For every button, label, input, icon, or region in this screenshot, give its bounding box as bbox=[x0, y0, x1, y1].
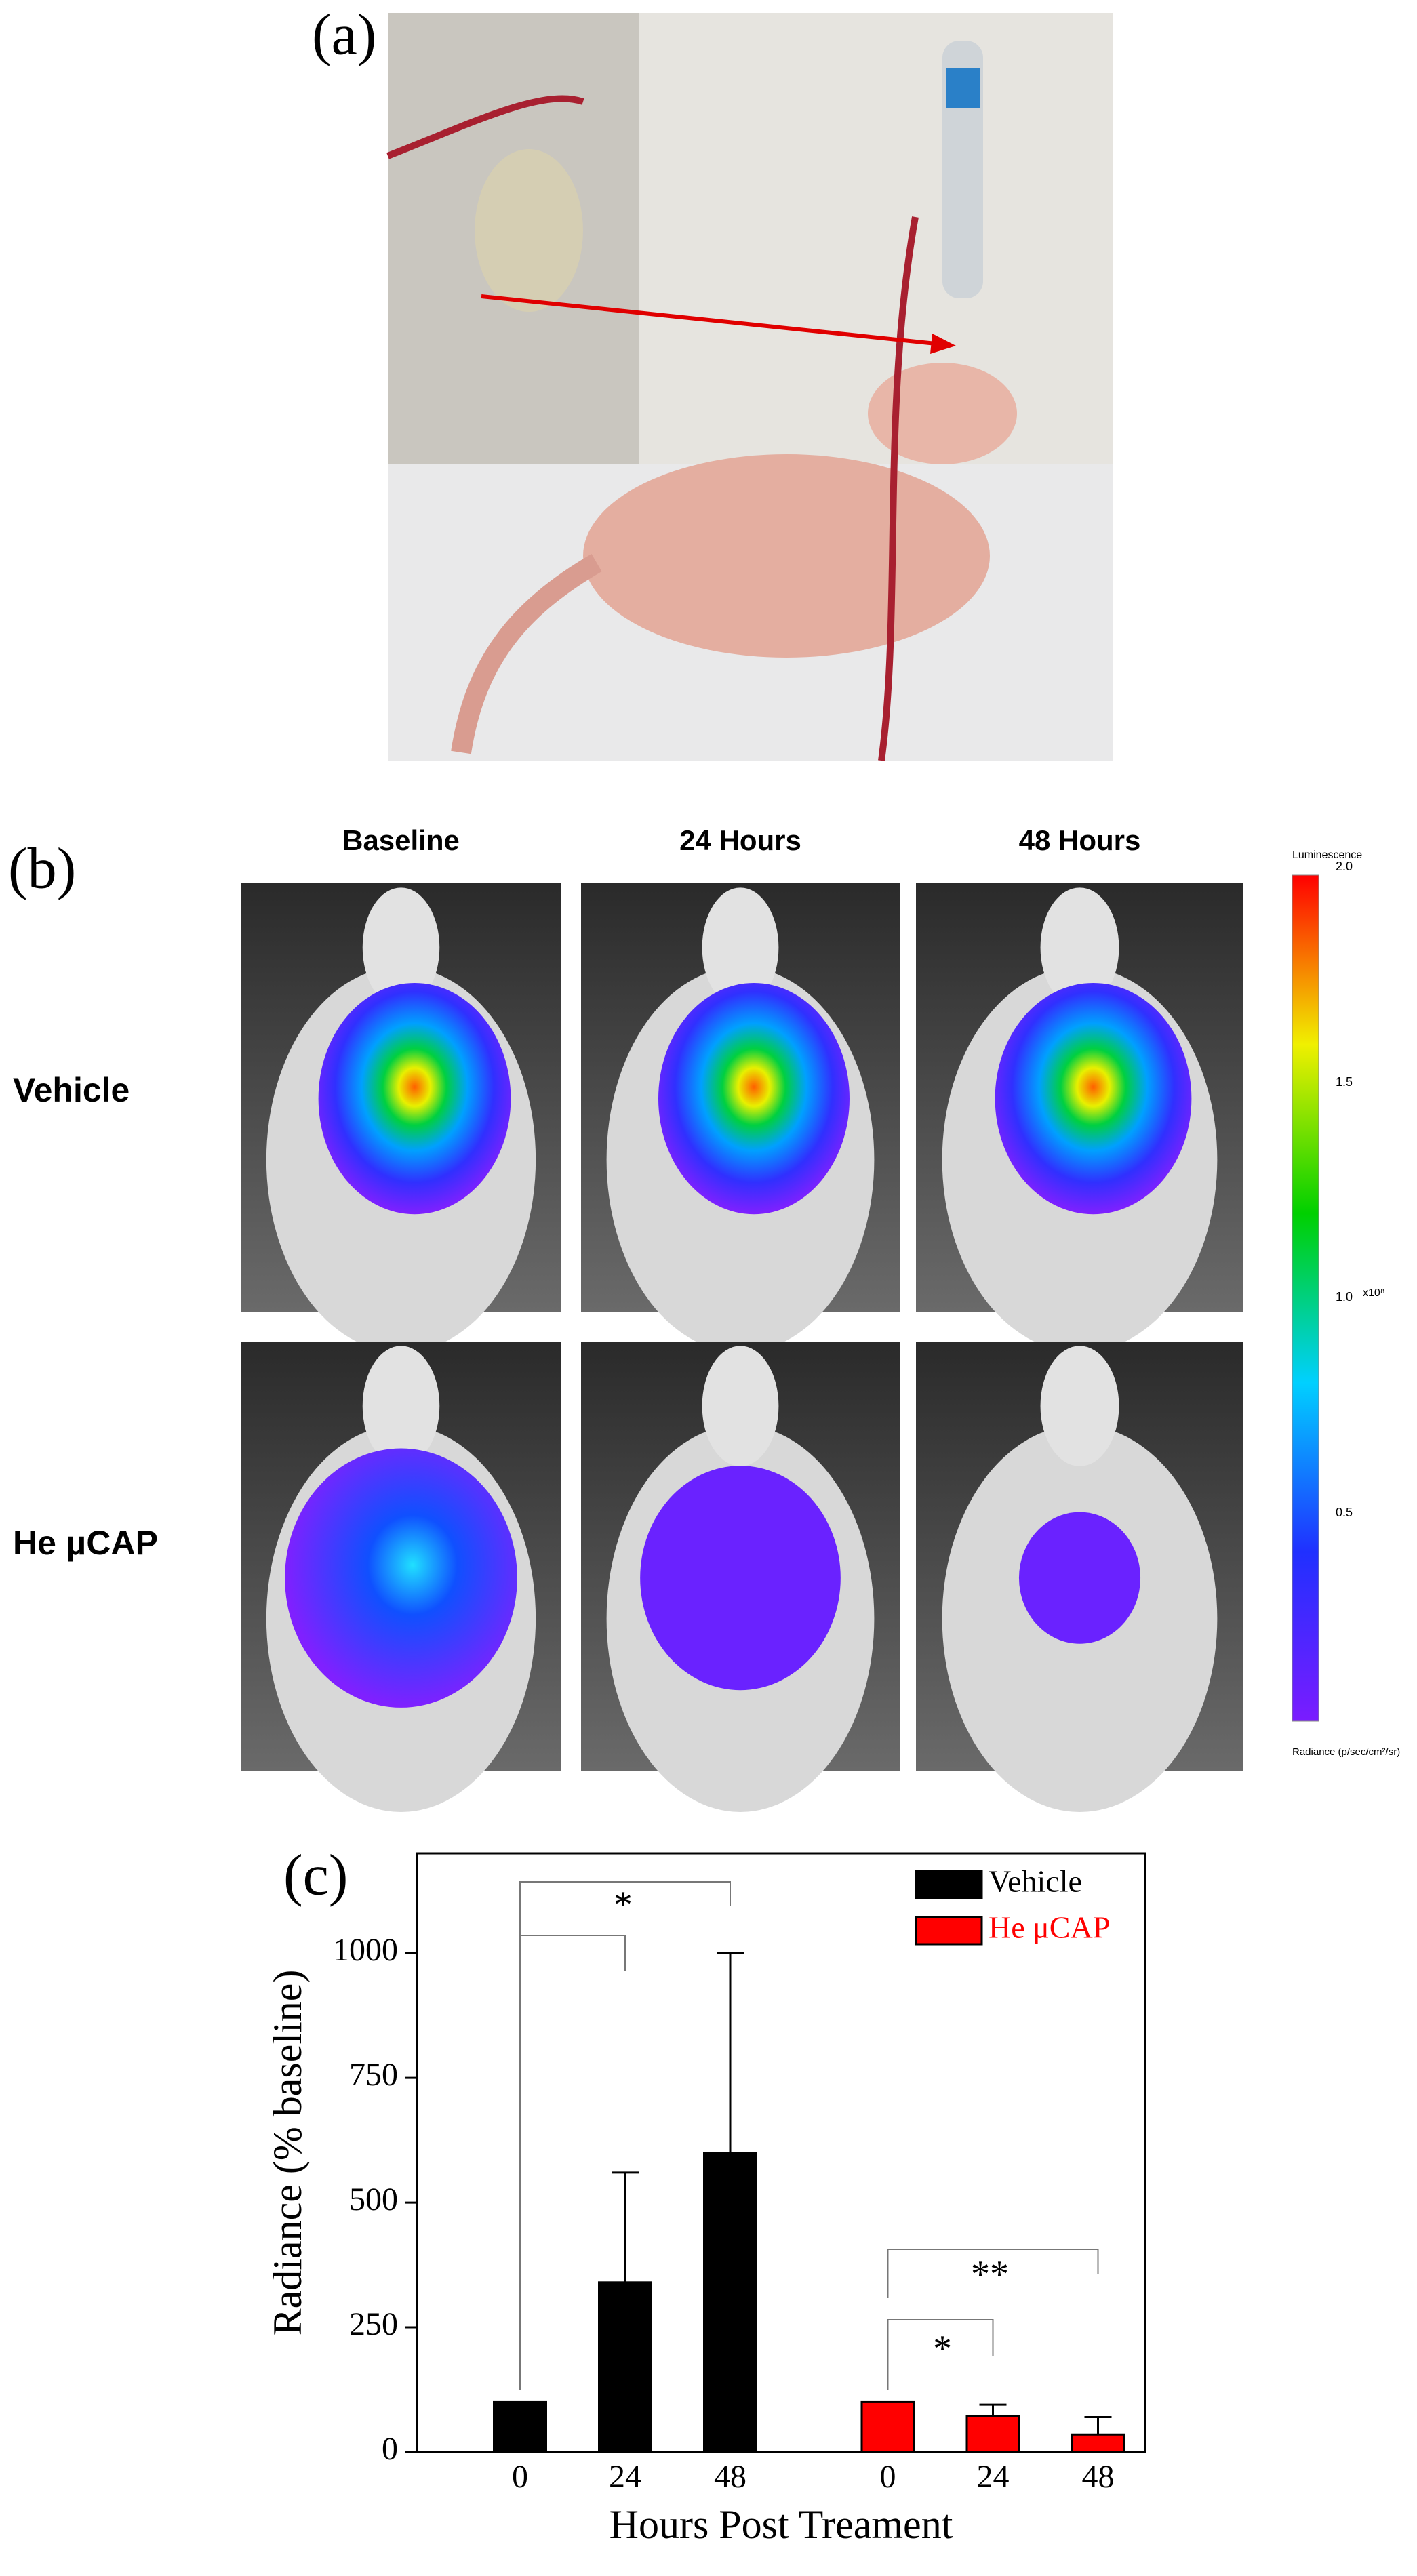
x-tick-label: 24 bbox=[609, 2459, 641, 2495]
y-tick-label: 250 bbox=[349, 2306, 398, 2342]
panel-label: (a) bbox=[312, 2, 376, 67]
mouse-snout bbox=[362, 887, 440, 1008]
y-tick-label: 0 bbox=[382, 2431, 398, 2467]
y-tick-label: 750 bbox=[349, 2057, 398, 2093]
bar-chart: 0 250 500 750 1000 0 24 48 0 24 48 Hours Post Tream… bbox=[265, 1852, 1146, 2547]
bar bbox=[598, 2281, 652, 2453]
mouse-snout bbox=[1040, 887, 1119, 1008]
mouse-snout bbox=[1040, 1346, 1119, 1466]
significance-bracket bbox=[519, 1935, 626, 2390]
column-header: 48 Hours bbox=[1019, 824, 1141, 856]
legend-label: He μCAP bbox=[989, 1910, 1110, 1945]
colorbar-tick-label: 0.5 bbox=[1336, 1506, 1353, 1519]
signal bbox=[995, 982, 1192, 1215]
bar bbox=[493, 2400, 547, 2453]
x-tick-label: 0 bbox=[880, 2459, 896, 2495]
bar bbox=[703, 2152, 757, 2453]
significance-bracket bbox=[887, 2319, 994, 2390]
x-axis-label: Hours Post Treament bbox=[610, 2502, 953, 2547]
bar bbox=[965, 2415, 1020, 2453]
signal bbox=[285, 1448, 517, 1708]
significance-label: * bbox=[933, 2328, 952, 2370]
signal bbox=[658, 982, 850, 1215]
colorbar-title: Luminescence bbox=[1292, 849, 1362, 861]
signal bbox=[640, 1466, 841, 1691]
significance-bracket bbox=[887, 2249, 1099, 2298]
colorbar-unit: Radiance (p/sec/cm²/sr) bbox=[1292, 1746, 1400, 1758]
colorbar-tick-label: 1.5 bbox=[1336, 1075, 1353, 1089]
colorbar-tick-label: 1.0 bbox=[1336, 1290, 1353, 1304]
mouse-snout bbox=[362, 1346, 440, 1466]
panel-label: (c) bbox=[283, 1843, 348, 1908]
column-header: 24 Hours bbox=[679, 824, 801, 856]
bar bbox=[860, 2400, 915, 2453]
colorbar bbox=[1292, 874, 1319, 1722]
signal bbox=[318, 982, 511, 1215]
bar bbox=[1071, 2433, 1125, 2453]
significance-label: ** bbox=[971, 2253, 1009, 2295]
legend-swatch bbox=[915, 1870, 983, 1899]
y-tick-label: 1000 bbox=[333, 1932, 398, 1968]
plot-frame bbox=[416, 1852, 1146, 2453]
imaging-grid: Baseline 24 Hours 48 Hours Vehicle He μCAP Lu… bbox=[13, 824, 1400, 1812]
y-tick-label: 500 bbox=[349, 2181, 398, 2217]
significance-label: * bbox=[614, 1884, 633, 1926]
colorbar-tick-label: 2.0 bbox=[1336, 860, 1353, 873]
photo bbox=[386, 13, 1113, 761]
mouse-snout bbox=[702, 887, 779, 1008]
column-header: Baseline bbox=[342, 824, 460, 856]
x-tick-label: 48 bbox=[714, 2459, 746, 2495]
x-tick-label: 24 bbox=[977, 2459, 1010, 2495]
colorbar-exponent: x10⁸ bbox=[1363, 1287, 1385, 1299]
row-label: Vehicle bbox=[13, 1071, 129, 1109]
row-label: He μCAP bbox=[13, 1524, 158, 1562]
legend-label: Vehicle bbox=[989, 1864, 1082, 1899]
y-axis-label: Radiance (% baseline) bbox=[265, 1970, 310, 2336]
x-tick-label: 48 bbox=[1082, 2459, 1115, 2495]
panel-label: (b) bbox=[8, 836, 76, 901]
x-tick-label: 0 bbox=[512, 2459, 528, 2495]
legend-swatch bbox=[915, 1916, 983, 1946]
signal bbox=[1018, 1512, 1141, 1644]
mouse-snout bbox=[702, 1346, 779, 1466]
